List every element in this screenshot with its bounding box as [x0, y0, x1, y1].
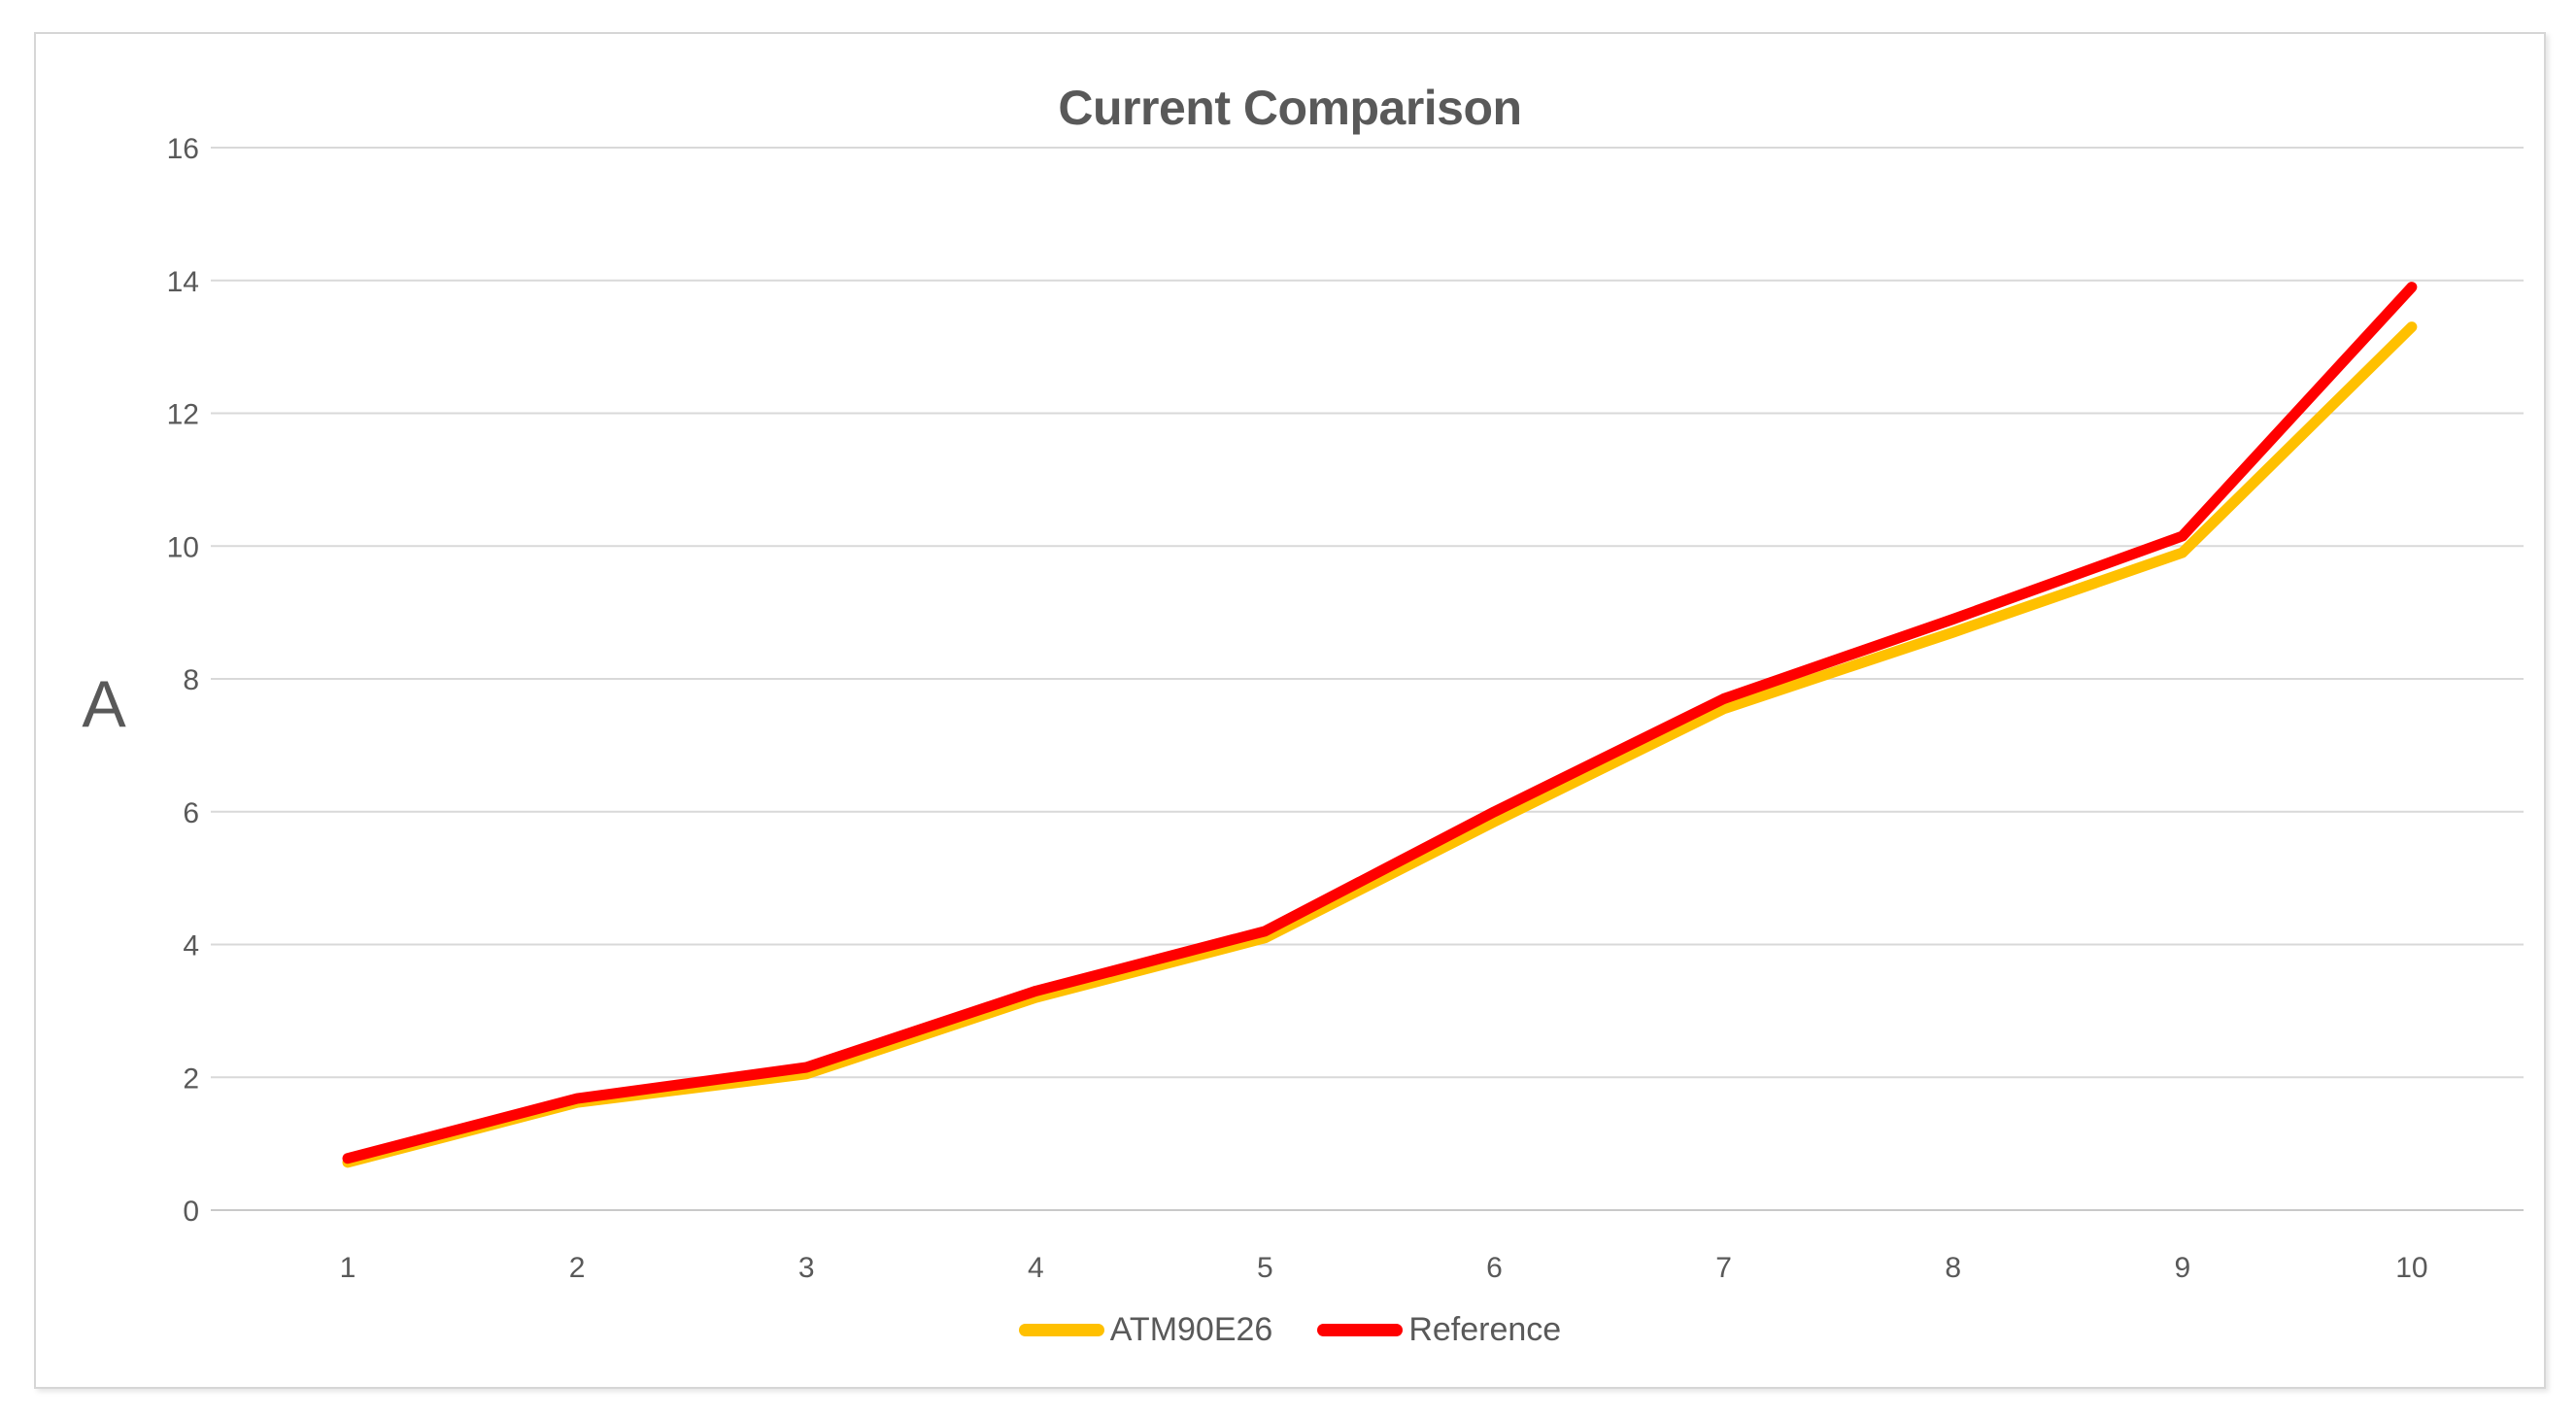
x-tick-label-4: 4 [1028, 1252, 1044, 1284]
chart-title: Current Comparison [1058, 81, 1522, 135]
y-tick-label-2: 2 [183, 1063, 199, 1095]
legend-label-reference: Reference [1408, 1311, 1562, 1348]
x-tick-label-8: 8 [1945, 1252, 1961, 1284]
y-tick-label-4: 4 [183, 930, 199, 962]
x-tick-label-1: 1 [340, 1252, 356, 1284]
x-tick-label-10: 10 [2395, 1252, 2427, 1284]
x-tick-label-3: 3 [798, 1252, 815, 1284]
series-line-reference [342, 282, 2418, 1164]
legend-item-reference: Reference [1317, 1313, 1561, 1346]
y-tick-label-16: 16 [167, 133, 199, 165]
y-tick-label-14: 14 [167, 266, 199, 298]
y-tick-label-12: 12 [167, 399, 199, 431]
y-tick-label-0: 0 [183, 1196, 199, 1228]
x-tick-label-6: 6 [1486, 1252, 1503, 1284]
x-tick-label-5: 5 [1257, 1252, 1273, 1284]
x-tick-label-2: 2 [569, 1252, 586, 1284]
y-axis-unit-label: A [82, 667, 126, 741]
x-tick-label-7: 7 [1715, 1252, 1732, 1284]
x-tick-label-9: 9 [2174, 1252, 2190, 1284]
legend-item-atm90e26: ATM90E26 [1018, 1311, 1273, 1348]
y-tick-label-10: 10 [167, 531, 199, 563]
chart-frame [34, 32, 2546, 1389]
y-tick-label-6: 6 [183, 797, 199, 829]
chart-legend: ATM90E26 Reference [34, 1313, 2546, 1346]
series-line-atm90e26 [342, 321, 2418, 1168]
legend-swatch-reference-icon [1317, 1323, 1404, 1336]
legend-swatch-atm90e26-icon [1018, 1323, 1104, 1336]
y-tick-label-8: 8 [183, 664, 199, 696]
legend-label-atm90e26: ATM90E26 [1109, 1311, 1273, 1348]
